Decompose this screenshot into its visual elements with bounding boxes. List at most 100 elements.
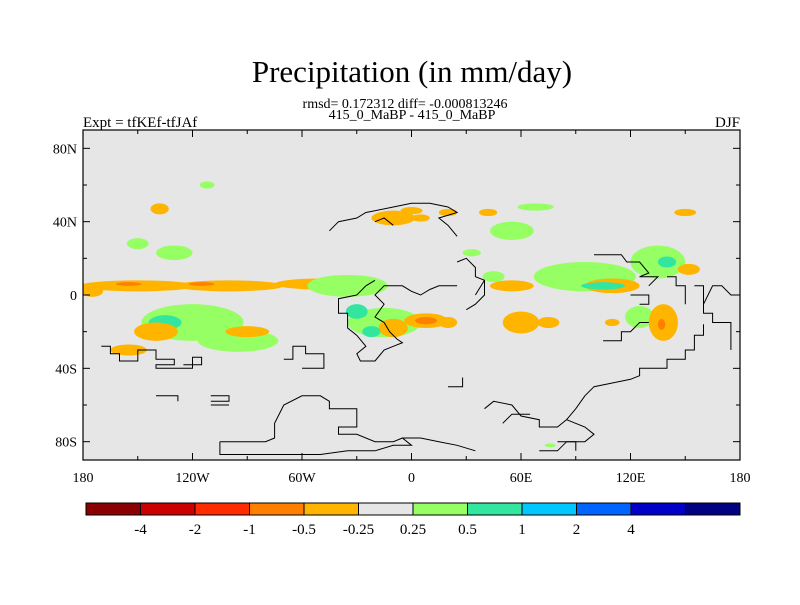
anomaly-patch-29 xyxy=(489,221,534,240)
anomaly-patch-0 xyxy=(83,280,197,292)
colorbar-box-2 xyxy=(194,502,250,516)
colorbar-box-6 xyxy=(412,502,468,516)
anomaly-patch-32 xyxy=(482,271,505,283)
x-tick-label-2: 60W xyxy=(288,471,316,486)
coastline-2 xyxy=(210,395,230,402)
colorbar-box-8 xyxy=(521,502,577,516)
coastline-15 xyxy=(630,294,650,305)
anomaly-patch-4 xyxy=(115,282,142,286)
anomaly-patch-9 xyxy=(225,326,270,338)
x-axis: 180 120W 60W 0 60E 120E 180 xyxy=(73,130,751,486)
x-tick-label-1: 120W xyxy=(175,471,210,486)
coastline-13 xyxy=(466,280,485,311)
anomaly-patch-19 xyxy=(378,318,408,338)
coastline-19 xyxy=(603,322,649,342)
anomaly-patch-46 xyxy=(674,208,697,217)
x-tick-label-5: 120E xyxy=(616,471,646,486)
anomaly-patch-40 xyxy=(657,256,677,268)
y-tick-label-4: 80S xyxy=(55,436,77,451)
colorbar-box-3 xyxy=(249,502,305,516)
colorbar-label-3: -0.5 xyxy=(292,522,316,538)
coastline-10 xyxy=(329,202,459,237)
colorbar-box-7 xyxy=(467,502,523,516)
anomaly-patch-45 xyxy=(604,318,620,327)
anomaly-patch-15 xyxy=(199,181,215,189)
colorbar-label-2: -1 xyxy=(243,522,256,538)
coastline-14 xyxy=(594,254,660,287)
anomaly-patch-11 xyxy=(134,322,178,341)
anomaly-patch-21 xyxy=(415,317,438,325)
colorbar-box-5 xyxy=(358,502,414,516)
anomaly-patch-31 xyxy=(462,249,481,257)
anomaly-patch-12 xyxy=(126,238,149,250)
coastline-0 xyxy=(101,345,203,369)
anomaly-patch-44 xyxy=(657,318,666,330)
x-tick-label-3: 0 xyxy=(408,471,415,486)
colorbar-label-1: -2 xyxy=(189,522,202,538)
anomaly-patch-22 xyxy=(438,317,458,328)
colorbar: -4 -2 -1 -0.5 -0.25 0.25 0.5 1 2 4 xyxy=(85,502,741,538)
coastline-20 xyxy=(283,345,325,369)
coastline-12 xyxy=(374,217,394,226)
experiment-label: Expt = tfKEf-tfJAf xyxy=(83,115,197,131)
anomaly-patch-35 xyxy=(537,317,560,328)
coastline-4 xyxy=(219,395,413,455)
anomaly-patch-26 xyxy=(411,214,430,222)
colorbar-box-11 xyxy=(685,502,741,516)
chart-title: Precipitation (in mm/day) xyxy=(252,54,572,89)
coastline-6 xyxy=(484,324,704,428)
y-tick-label-1: 40N xyxy=(53,216,77,231)
x-tick-label-0: 180 xyxy=(73,471,94,486)
anomaly-patch-23 xyxy=(362,326,381,338)
y-tick-label-3: 40S xyxy=(55,362,77,377)
colorbar-box-10 xyxy=(630,502,686,516)
anomaly-patch-34 xyxy=(502,311,540,334)
colorbar-box-9 xyxy=(576,502,632,516)
coastline-16 xyxy=(667,276,686,305)
anomaly-patch-41 xyxy=(677,263,700,275)
anomaly-patch-3 xyxy=(83,285,104,297)
coastline-22 xyxy=(557,441,577,451)
x-tick-label-6: 180 xyxy=(730,471,751,486)
colorbar-label-5: 0.25 xyxy=(400,522,426,538)
stats-line: rmsd= 0.172312 diff= -0.000813246 xyxy=(303,97,508,112)
anomaly-patch-14 xyxy=(150,203,169,215)
colorbar-box-0 xyxy=(85,502,141,516)
season-label: DJF xyxy=(715,115,740,131)
anomaly-patch-5 xyxy=(188,282,215,286)
colorbar-label-7: 1 xyxy=(518,522,526,538)
anomaly-patch-47 xyxy=(544,443,556,448)
coastline-21 xyxy=(448,377,464,388)
anomaly-patch-38 xyxy=(581,282,626,290)
coastline-8 xyxy=(338,285,458,362)
y-tick-label-0: 80N xyxy=(53,142,77,157)
x-tick-label-4: 60E xyxy=(510,471,533,486)
anomaly-patch-13 xyxy=(156,245,193,261)
y-tick-label-2: 0 xyxy=(70,289,77,304)
colorbar-label-9: 4 xyxy=(627,522,635,538)
colorbar-label-4: -0.25 xyxy=(343,522,374,538)
anomaly-patch-25 xyxy=(400,207,423,215)
colorbar-label-8: 2 xyxy=(573,522,581,538)
anomaly-patch-16 xyxy=(307,274,388,297)
coastline-layer xyxy=(101,202,740,455)
coastline-5 xyxy=(402,437,476,452)
y-axis: 80N 40N 0 40S 80S xyxy=(53,142,740,451)
colorbar-box-4 xyxy=(303,502,359,516)
coastline-11 xyxy=(456,257,486,296)
chart-subtitle: 415_0_MaBP - 415_0_MaBP xyxy=(329,108,496,123)
anomaly-patch-33 xyxy=(489,280,534,292)
colorbar-box-1 xyxy=(140,502,196,516)
coastline-1 xyxy=(156,395,179,402)
coastline-23 xyxy=(502,413,531,424)
anomaly-patch-28 xyxy=(479,208,498,217)
coastline-7 xyxy=(539,419,595,452)
anomaly-patch-1 xyxy=(174,280,284,292)
anomaly-patch-30 xyxy=(517,203,554,211)
anomaly-patch-24 xyxy=(371,210,416,226)
colorbar-label-6: 0.5 xyxy=(458,522,477,538)
colorbar-label-0: -4 xyxy=(134,522,147,538)
coastline-9 xyxy=(356,279,376,296)
coastline-17 xyxy=(694,285,732,350)
